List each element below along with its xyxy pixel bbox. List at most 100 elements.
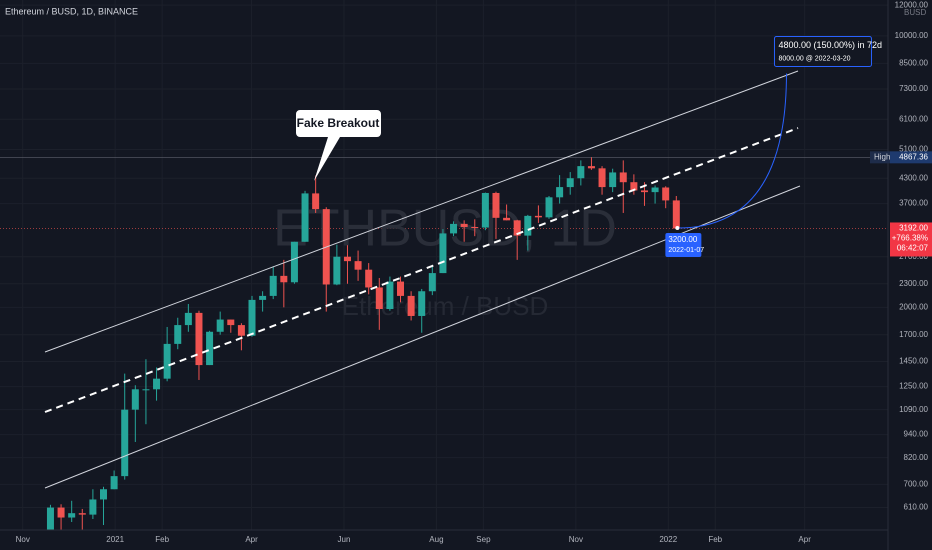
y-tick-label: 5100.00 [899,145,928,154]
candle-body [110,476,118,490]
x-tick-label: Apr [798,535,811,544]
currency-label: BUSD [904,8,926,17]
candle-body [312,193,320,210]
candle-body [195,312,203,366]
candle-body [89,499,97,515]
candle-body [269,275,277,296]
y-tick-label: 8500.00 [899,58,928,67]
y-tick-label: 2000.00 [899,302,928,311]
candle-body [630,182,638,191]
candle-body [672,200,680,229]
y-tick-label: 940.00 [904,430,929,439]
candle-body [354,261,362,270]
high-value-tag [890,151,932,164]
chart-title: Ethereum / BUSD, 1D, BINANCE [5,6,138,16]
candle-body [471,227,479,229]
x-tick-label: Aug [429,535,443,544]
candle-body [418,291,426,316]
candle-body [163,343,171,379]
candle-body [153,378,161,390]
y-tick-label: 12000.00 [895,0,929,9]
candle-body [99,489,107,500]
candle-body [481,192,489,228]
x-tick-label: Sep [476,535,491,544]
candle-body [577,166,585,179]
high-value: 4867.36 [899,152,928,161]
candle-body [301,193,309,242]
channel-upper [44,70,799,353]
candle-body [68,513,76,518]
candle-body [662,187,670,201]
channel-mid [44,127,799,413]
candle-body [556,187,564,198]
projection-curve [677,73,787,229]
candle-body [651,187,659,193]
projection-start [675,226,680,231]
projection-target: 8000.00 @ 2022-03-20 [778,55,850,62]
y-tick-label: 700.00 [904,479,929,488]
candle-body [121,409,129,477]
candle-body [619,172,627,183]
last-price: 3192.00 [899,224,928,233]
y-tick-label: 3700.00 [899,199,928,208]
candle-body [57,507,65,518]
annotation-bubble: Fake Breakout [296,110,381,181]
candle-body [640,190,648,193]
projection-text: 4800.00 (150.00%) in 72d [778,40,882,50]
y-tick-label: 2300.00 [899,279,928,288]
x-tick-label: Nov [569,535,583,544]
candle-body [290,241,298,283]
candle-body [503,217,511,221]
candle-body [524,215,532,236]
candle-body [428,273,436,292]
candle-body [174,325,182,344]
candle-body [397,281,405,296]
candle-body [566,178,574,188]
candle-body [450,223,458,234]
y-tick-label: 610.00 [904,503,929,512]
candle-body [206,331,214,366]
candle-body [227,319,235,326]
candle-body [343,256,351,262]
candle-body [259,295,267,300]
candle-body [513,220,521,236]
countdown: 06:42:07 [897,244,929,253]
y-tick-label: 6100.00 [899,114,928,123]
projection: 3200.00 2022-01-07 4800.00 (150.00%) in 72… [665,36,882,258]
candle-body [609,172,617,188]
candle-body [492,192,500,218]
x-tick-label: 2021 [106,535,124,544]
y-tick-label: 1700.00 [899,330,928,339]
candle-body [237,325,245,336]
candle-body [184,312,192,326]
candle-body [365,269,373,288]
candle-body [280,275,288,283]
candle-body [460,223,468,228]
candle-body [142,389,150,391]
x-tick-label: Nov [16,535,30,544]
y-tick-label: 1090.00 [899,405,928,414]
projection-start-price: 3200.00 [668,235,697,244]
y-tick-label: 4300.00 [899,173,928,182]
last-change: +766.38% [892,234,928,243]
candle-body [333,256,341,285]
candle-body [131,389,139,410]
high-tag [870,151,890,164]
grid [0,156,888,229]
candle-body [386,281,394,310]
candle-body [375,287,383,310]
projection-start-date: 2022-01-07 [668,247,704,254]
projection-start-box [665,233,702,258]
y-tick-label: 7300.00 [899,84,928,93]
x-tick-label: Apr [245,535,258,544]
watermark-subtitle: Ethereum / BUSD [342,291,549,321]
y-tick-label: 1250.00 [899,382,928,391]
x-tick-label: Feb [708,535,722,544]
y-tick-label: 10000.00 [895,31,929,40]
candle-body [598,168,606,188]
y-tick-label: 1450.00 [899,357,928,366]
axes: 12000.00 10000.00 8500.00 7300.00 6100.00 510… [16,0,932,544]
bubble-shape [296,110,381,181]
